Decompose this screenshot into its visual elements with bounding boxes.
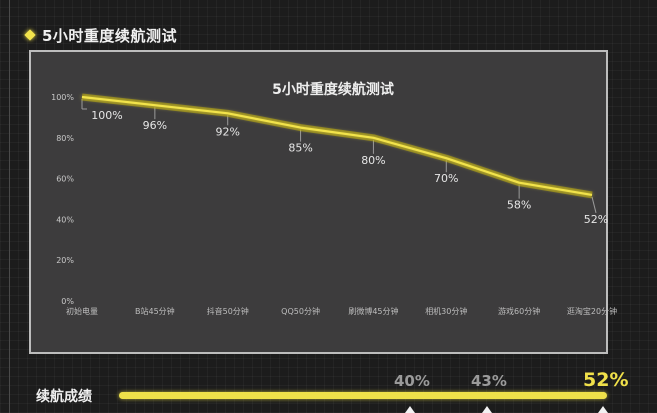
label-leaders — [81, 99, 597, 214]
x-tick-label: 抖音50分钟 — [207, 306, 249, 316]
x-tick-label: 刷微博45分钟 — [348, 306, 398, 316]
marker-triangle-icon — [405, 406, 415, 413]
y-tick-label: 60% — [56, 175, 74, 184]
y-tick-label: 40% — [56, 215, 74, 224]
score-value: 43% — [471, 372, 507, 390]
summary-label: 续航成绩 — [36, 389, 92, 405]
data-label: 80% — [361, 154, 385, 167]
y-tick-label: 20% — [56, 256, 74, 265]
data-line — [81, 95, 593, 197]
x-axis: 初始电量 B站45分钟 抖音50分钟 QQ50分钟 刷微博45分钟 相机30分钟 游戏60分… — [66, 306, 617, 316]
x-tick-label: 逛淘宝20分钟 — [567, 306, 617, 316]
y-tick-label: 100% — [51, 93, 74, 102]
data-label: 92% — [215, 125, 239, 138]
y-axis: 0% 20% 40% 60% 80% 100% — [51, 93, 74, 306]
score-value: 40% — [394, 372, 430, 390]
x-tick-label: 相机30分钟 — [425, 306, 467, 316]
score-bar — [119, 392, 607, 399]
chart-title: 5小时重度续航测试 — [272, 81, 394, 98]
x-tick-label: B站45分钟 — [135, 306, 175, 316]
marker-triangle-icon — [482, 406, 492, 413]
x-tick-label: QQ50分钟 — [281, 306, 320, 316]
section-header: 5小时重度续航测试 — [24, 24, 177, 46]
score-value-best: 52% — [583, 369, 629, 391]
y-tick-label: 0% — [61, 297, 74, 306]
data-label: 58% — [507, 199, 531, 212]
data-label: 85% — [288, 142, 312, 155]
data-labels: 100% 96% 92% 85% 80% 70% 58% 52% — [91, 109, 608, 226]
frame-line — [9, 0, 10, 413]
data-label: 100% — [91, 109, 122, 122]
section-title: 5小时重度续航测试 — [42, 26, 177, 45]
data-label: 96% — [143, 119, 167, 132]
data-label: 52% — [584, 213, 608, 226]
x-tick-label: 游戏60分钟 — [498, 306, 540, 316]
y-tick-label: 80% — [56, 134, 74, 143]
data-label: 70% — [434, 172, 458, 185]
x-tick-label: 初始电量 — [66, 306, 98, 316]
data-line-glow — [81, 93, 593, 199]
marker-triangle-icon — [598, 406, 608, 413]
